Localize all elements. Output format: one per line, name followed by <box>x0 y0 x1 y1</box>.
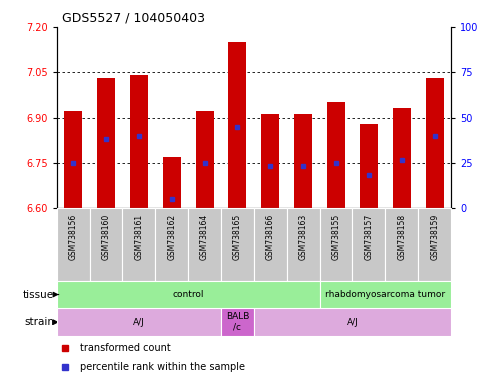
Bar <box>221 308 254 336</box>
Text: control: control <box>173 290 204 299</box>
Bar <box>57 208 90 281</box>
Bar <box>287 208 319 281</box>
Text: GSM738160: GSM738160 <box>102 214 110 260</box>
Bar <box>254 308 451 336</box>
Bar <box>196 111 213 208</box>
Bar <box>57 308 221 336</box>
Bar <box>418 208 451 281</box>
Text: GSM738165: GSM738165 <box>233 214 242 260</box>
Text: GSM738163: GSM738163 <box>299 214 308 260</box>
Bar <box>319 281 451 308</box>
Text: GDS5527 / 104050403: GDS5527 / 104050403 <box>62 12 205 25</box>
Text: strain: strain <box>24 317 54 327</box>
Bar <box>228 42 246 208</box>
Bar <box>130 75 148 208</box>
Bar <box>97 78 115 208</box>
Bar <box>90 208 122 281</box>
Bar <box>188 208 221 281</box>
Bar <box>254 208 287 281</box>
Bar <box>155 208 188 281</box>
Bar <box>57 281 319 308</box>
Bar <box>327 103 345 208</box>
Text: GSM738157: GSM738157 <box>364 214 373 260</box>
Bar <box>163 157 181 208</box>
Bar <box>64 111 82 208</box>
Bar <box>386 208 418 281</box>
Bar <box>352 208 386 281</box>
Bar <box>122 208 155 281</box>
Text: rhabdomyosarcoma tumor: rhabdomyosarcoma tumor <box>325 290 445 299</box>
Text: GSM738166: GSM738166 <box>266 214 275 260</box>
Text: GSM738159: GSM738159 <box>430 214 439 260</box>
Text: percentile rank within the sample: percentile rank within the sample <box>80 362 246 372</box>
Text: GSM738161: GSM738161 <box>135 214 143 260</box>
Bar <box>221 208 254 281</box>
Bar <box>360 124 378 208</box>
Bar <box>393 109 411 208</box>
Bar <box>261 114 280 208</box>
Text: GSM738155: GSM738155 <box>332 214 341 260</box>
Text: A/J: A/J <box>347 318 358 327</box>
Bar <box>319 208 352 281</box>
Text: tissue: tissue <box>23 290 54 300</box>
Text: GSM738162: GSM738162 <box>167 214 176 260</box>
Text: BALB
/c: BALB /c <box>226 313 249 332</box>
Text: GSM738156: GSM738156 <box>69 214 77 260</box>
Text: A/J: A/J <box>133 318 145 327</box>
Bar <box>425 78 444 208</box>
Text: transformed count: transformed count <box>80 343 171 353</box>
Text: GSM738158: GSM738158 <box>397 214 406 260</box>
Text: GSM738164: GSM738164 <box>200 214 209 260</box>
Bar <box>294 114 312 208</box>
